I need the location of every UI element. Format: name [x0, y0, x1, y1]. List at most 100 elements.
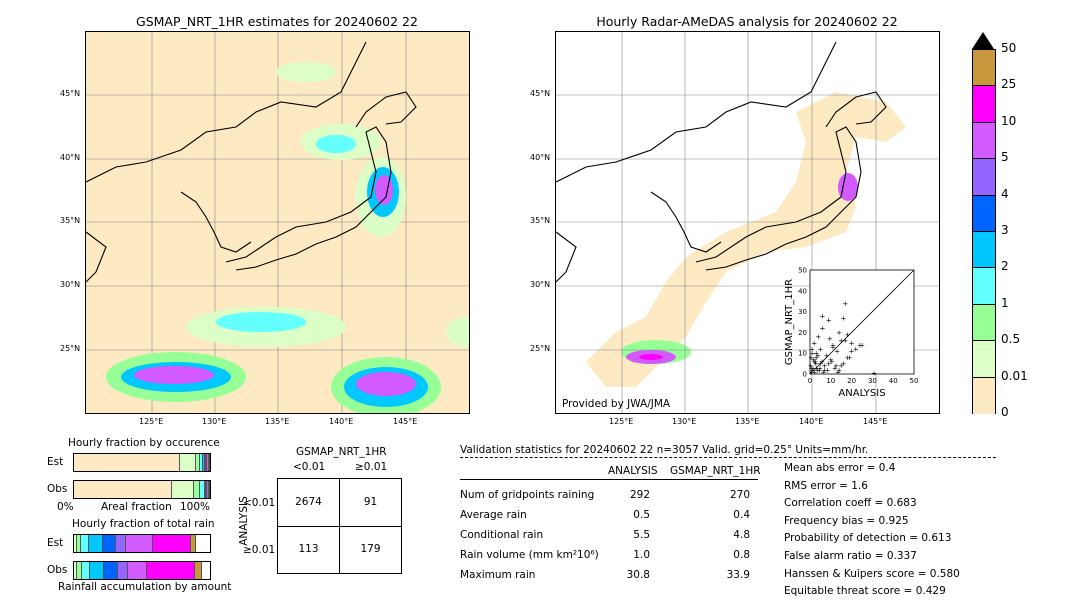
colorbar-label: 5: [1001, 150, 1009, 165]
validation-row-label: Rain volume (mm km²10⁶): [460, 549, 599, 561]
scatter-point: +: [835, 368, 841, 376]
validation-row-label: Average rain: [460, 509, 527, 521]
validation-divider: [460, 457, 996, 458]
occurrence-title: Hourly fraction by occurence: [68, 437, 220, 449]
scatter-point: +: [830, 341, 836, 349]
fraction-segment: [203, 454, 205, 471]
contingency-row-1: <0.01: [243, 497, 276, 509]
right-lat-tick: 35°N: [530, 216, 551, 225]
scatter-point: +: [836, 329, 842, 337]
scatter-point: +: [809, 364, 815, 372]
fraction-segment: [180, 454, 197, 471]
scatter-ytick: 50: [798, 267, 807, 275]
scatter-xtick: 50: [910, 377, 919, 385]
contingency-title: GSMAP_NRT_1HR: [296, 446, 387, 458]
validation-analysis-value: 5.5: [633, 529, 650, 541]
left-lon-tick: 140°E: [329, 417, 354, 426]
scatter-point: +: [820, 312, 826, 320]
scatter-point: +: [871, 369, 877, 377]
validation-analysis-value: 1.0: [633, 549, 650, 561]
contingency-cell: 91: [363, 496, 378, 508]
scatter-point: +: [849, 348, 855, 356]
validation-col-divider: [460, 479, 758, 480]
left-map-canvas: [86, 32, 469, 413]
fraction-segment: [102, 535, 117, 552]
right-lat-tick: 25°N: [530, 344, 551, 353]
colorbar-label: 0.5: [1001, 332, 1021, 347]
colorbar-segment: [973, 194, 995, 232]
scatter-point: +: [845, 331, 851, 339]
occ-x-label: Areal fraction: [101, 501, 172, 513]
occ-cat-est: Est: [47, 456, 64, 468]
validation-score: Mean abs error = 0.4: [784, 462, 896, 474]
fraction-segment: [152, 535, 191, 552]
scatter-xtick: 0: [808, 377, 812, 385]
validation-score: Equitable threat score = 0.429: [784, 585, 946, 598]
scatter-point: +: [813, 360, 819, 368]
colorbar-label: 4: [1001, 186, 1009, 201]
validation-score: RMS error = 1.6: [784, 479, 868, 492]
left-lon-tick: 145°E: [393, 417, 418, 426]
colorbar-label: 25: [1001, 77, 1017, 92]
left-lat-tick: 30°N: [60, 280, 81, 289]
fraction-segment: [204, 454, 206, 471]
scatter-point: +: [816, 366, 822, 374]
fraction-segment: [195, 562, 202, 579]
scatter-inset: ++++++++++++++++++++++++++++++++++++++++…: [784, 267, 919, 400]
fraction-segment: [128, 562, 148, 579]
fraction-segment: [205, 454, 208, 471]
scatter-point: +: [853, 346, 859, 354]
left-lon-tick: 135°E: [265, 417, 290, 426]
scatter-point: +: [840, 314, 846, 322]
scatter-point: +: [810, 364, 816, 372]
colorbar-segment: [973, 376, 995, 414]
scatter-point: +: [811, 358, 817, 366]
scatter-point: +: [808, 354, 814, 362]
validation-analysis-value: 292: [629, 489, 650, 501]
colorbar-segment: [973, 85, 995, 123]
scatter-point: +: [811, 339, 817, 347]
colorbar-segment: [973, 231, 995, 269]
scatter-point: +: [824, 352, 830, 360]
colorbar-label: 3: [1001, 223, 1009, 237]
fraction-segment: [190, 535, 197, 552]
colorbar-segment: [973, 158, 995, 196]
scatter-diagonal: [809, 269, 915, 375]
contingency-cell: 179: [360, 543, 381, 555]
right-lat-tick: 30°N: [530, 280, 551, 289]
scatter-point: +: [810, 366, 816, 374]
validation-analysis-value: 30.8: [626, 569, 650, 581]
scatter-point: +: [828, 356, 834, 364]
fraction-segment: [196, 454, 201, 471]
contingency-row-2: ≥0.01: [243, 544, 276, 556]
validation-score: False alarm ratio = 0.337: [784, 550, 917, 562]
right-lon-tick: 140°E: [799, 417, 824, 426]
scatter-point: +: [814, 366, 820, 374]
scatter-point: +: [825, 366, 831, 374]
scatter-point: +: [857, 341, 863, 349]
fraction-segment: [74, 535, 77, 552]
fraction-segment: [74, 562, 77, 579]
fraction-segment: [207, 454, 209, 471]
scatter-ytick: 30: [798, 308, 807, 316]
scatter-xtick: 10: [826, 377, 835, 385]
right-map-canvas: [556, 32, 939, 413]
scatter-point: +: [834, 348, 840, 356]
scatter-xtick: 40: [889, 377, 898, 385]
validation-gsmap-value: 4.8: [733, 529, 750, 541]
contingency-col-1: <0.01: [293, 461, 326, 473]
colorbar-label: 10: [1001, 113, 1017, 128]
col-analysis: ANALYSIS: [608, 465, 658, 477]
fraction-segment: [204, 481, 206, 498]
colorbar: [972, 49, 996, 414]
validation-row-label: Maximum rain: [460, 569, 536, 581]
right-lon-tick: 130°E: [672, 417, 697, 426]
scatter-point: +: [815, 352, 821, 360]
validation-row-label: Num of gridpoints raining: [460, 489, 595, 501]
scatter-point: +: [826, 316, 832, 324]
colorbar-label: 50: [1001, 41, 1017, 55]
colorbar-label: 1: [1001, 295, 1009, 310]
occurrence-bars: [73, 450, 211, 500]
occ-cat-obs: Obs: [47, 483, 68, 495]
validation-row-label: Conditional rain: [460, 529, 544, 541]
